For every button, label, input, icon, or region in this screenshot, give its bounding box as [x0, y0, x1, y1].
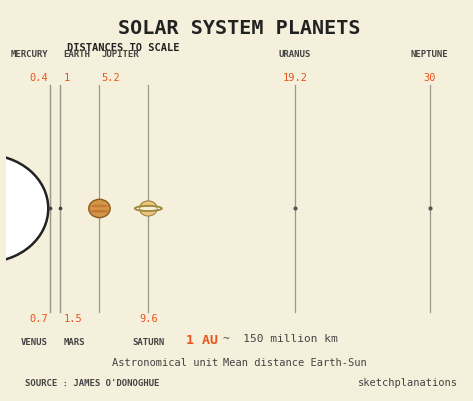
Text: 0.4: 0.4 — [29, 73, 48, 83]
Circle shape — [140, 201, 157, 216]
Text: sketchplanations: sketchplanations — [358, 378, 458, 388]
Text: SOURCE : JAMES O'DONOGHUE: SOURCE : JAMES O'DONOGHUE — [25, 379, 159, 388]
Text: 1.5: 1.5 — [63, 314, 82, 324]
Text: VENUS: VENUS — [21, 338, 48, 347]
Text: 9.6: 9.6 — [139, 314, 158, 324]
Text: 0.7: 0.7 — [29, 314, 48, 324]
Text: 19.2: 19.2 — [282, 73, 307, 83]
Ellipse shape — [90, 210, 109, 213]
Circle shape — [0, 155, 48, 262]
Text: DISTANCES TO SCALE: DISTANCES TO SCALE — [67, 43, 179, 53]
Ellipse shape — [140, 207, 157, 210]
Text: 1: 1 — [63, 73, 70, 83]
Text: SATURN: SATURN — [132, 338, 165, 347]
Text: 30: 30 — [423, 73, 436, 83]
Text: MERCURY: MERCURY — [10, 50, 48, 59]
Text: EARTH: EARTH — [63, 50, 90, 59]
Text: JUPITER: JUPITER — [102, 50, 140, 59]
Text: 1 AU: 1 AU — [186, 334, 218, 347]
Text: Astronomical unit: Astronomical unit — [112, 358, 218, 368]
Text: ~  150 million km: ~ 150 million km — [223, 334, 337, 344]
Text: SOLAR SYSTEM PLANETS: SOLAR SYSTEM PLANETS — [118, 19, 360, 38]
Text: URANUS: URANUS — [279, 50, 311, 59]
Text: Mean distance Earth-Sun: Mean distance Earth-Sun — [223, 358, 367, 368]
Text: 5.2: 5.2 — [102, 73, 121, 83]
Text: MARS: MARS — [63, 338, 85, 347]
Text: NEPTUNE: NEPTUNE — [411, 50, 448, 59]
Ellipse shape — [90, 205, 109, 207]
Circle shape — [89, 199, 110, 218]
